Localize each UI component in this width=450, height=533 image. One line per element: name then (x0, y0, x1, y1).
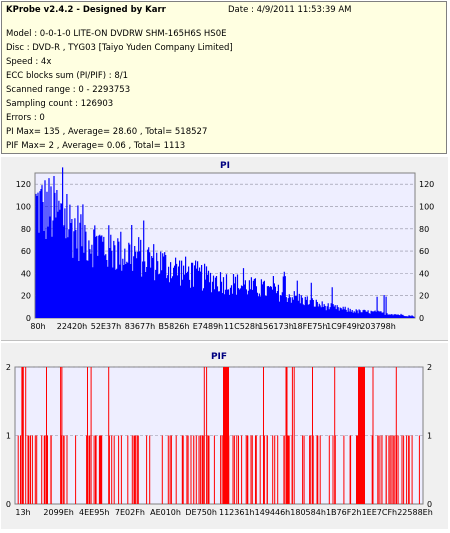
errors-line: Errors : 0 (6, 113, 45, 123)
pi-ytick-right: 0 (419, 314, 424, 323)
pi-xtick: 1C9F49h (326, 322, 362, 331)
pi-ytick-right: 80 (419, 225, 429, 234)
pi-ytick-left: 100 (16, 202, 31, 211)
pi-ytick-right: 100 (419, 202, 434, 211)
pif-xtick: 1EE7CFh (362, 508, 398, 517)
pif-summary-line: PIF Max= 2 , Average= 0.06 , Total= 1113 (6, 141, 186, 151)
pi-ytick-right: 60 (419, 247, 429, 256)
pif-ytick-right: 0 (427, 500, 432, 509)
pif-xtick: 22588Eh (397, 508, 433, 517)
pif-chart-title: PIF (211, 352, 227, 362)
pif-xtick: 4EE95h (79, 508, 109, 517)
pi-xtick: E7489h (193, 322, 223, 331)
model-line: Model : 0-0-1-0 LITE-ON DVDRW SHM-165H6S… (6, 29, 227, 39)
pi-chart-title: PI (220, 161, 230, 171)
pif-ytick-right: 2 (427, 363, 432, 372)
pif-ytick-left: 1 (6, 432, 11, 441)
disc-line: Disc : DVD-R , TYG03 [Taiyo Yuden Compan… (6, 43, 233, 53)
pi-ytick-right: 40 (419, 269, 429, 278)
pi-xtick: B5826h (159, 322, 190, 331)
pi-ytick-left: 0 (26, 314, 31, 323)
pi-ytick-left: 40 (21, 269, 31, 278)
pi-xtick: 80h (30, 322, 45, 331)
pif-ytick-right: 1 (427, 432, 432, 441)
pif-xtick: 7E02Fh (115, 508, 145, 517)
pif-xtick: 2099Eh (43, 508, 73, 517)
range-line: Scanned range : 0 - 2293753 (6, 85, 131, 95)
pif-block (223, 367, 229, 504)
pi-ytick-left: 20 (21, 292, 31, 301)
pi-xtick: 11C528h (224, 322, 260, 331)
ecc-line: ECC blocks sum (PI/PIF) : 8/1 (6, 71, 129, 81)
sampling-line: Sampling count : 126903 (6, 99, 114, 109)
speed-line: Speed : 4x (6, 57, 52, 67)
pif-chart: PIF 0 0 1 1 2 2 13h 2099Eh 4EE95h 7E02Fh AE010h DE75… (6, 352, 433, 517)
scan-date: Date : 4/9/2011 11:53:39 AM (228, 5, 352, 15)
pif-block (358, 367, 365, 504)
pi-ytick-right: 120 (419, 180, 434, 189)
pif-xtick: 180584h (290, 508, 326, 517)
pif-xtick: 149446h (255, 508, 291, 517)
pi-ytick-left: 120 (16, 180, 31, 189)
pi-chart: PI 0 0 20 20 40 40 60 60 80 80 100 100 120 120 80h 22420… (16, 161, 435, 331)
pi-chart-panel: PI 0 0 20 20 40 40 60 60 80 80 100 100 120 120 80h 22420… (1, 157, 448, 341)
app-title: KProbe v2.4.2 - Designed by Karr (6, 5, 166, 15)
pi-summary-line: PI Max= 135 , Average= 28.60 , Total= 51… (6, 127, 208, 137)
pi-xtick: 203798h (360, 322, 396, 331)
pi-xtick: 83677h (125, 322, 156, 331)
pif-ytick-left: 0 (6, 500, 11, 509)
pi-xtick: 18FE75h (292, 322, 327, 331)
disc-info-panel: KProbe v2.4.2 - Designed by Karr Date : … (1, 1, 447, 154)
pi-xtick: 22420h (57, 322, 88, 331)
pif-chart-panel: PIF 0 0 1 1 2 2 13h 2099Eh 4EE95h 7E02Fh AE010h DE75… (1, 343, 448, 529)
pif-xtick: AE010h (150, 508, 181, 517)
pi-xtick: 156173h (258, 322, 294, 331)
pif-xtick: 13h (15, 508, 30, 517)
pif-xtick: 112361h (219, 508, 255, 517)
pif-xtick: 1B76F2h (326, 508, 362, 517)
pi-ytick-right: 20 (419, 292, 429, 301)
pi-series (35, 176, 415, 318)
pi-ytick-left: 80 (21, 225, 31, 234)
pif-ytick-left: 2 (6, 363, 11, 372)
pi-ytick-left: 60 (21, 247, 31, 256)
pi-xtick: 52E37h (91, 322, 121, 331)
pif-xtick: DE750h (185, 508, 217, 517)
